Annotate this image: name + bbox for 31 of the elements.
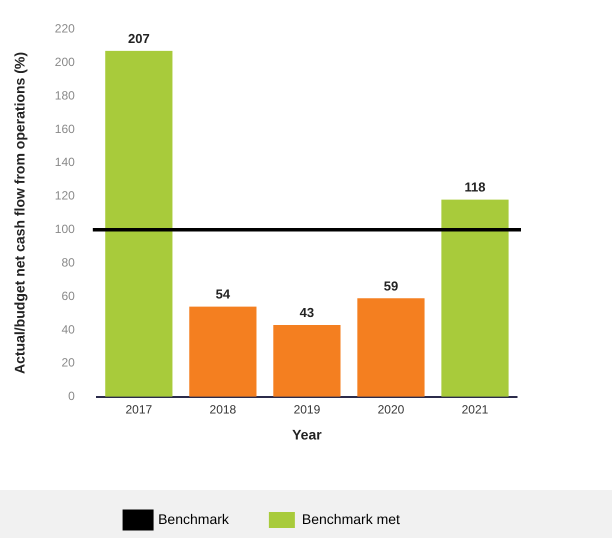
y-tick-label: 140: [54, 155, 76, 170]
y-axis-title: Actual/budget net cash flow from operations (%): [11, 52, 28, 374]
y-tick-label: 80: [61, 255, 76, 270]
y-tick-label: 200: [54, 54, 76, 69]
x-tick-label: 2020: [378, 402, 405, 416]
x-tick-label: 2017: [125, 402, 153, 416]
data-label: 59: [384, 278, 398, 294]
x-tick-label: 2018: [210, 402, 237, 416]
data-label: 43: [300, 305, 314, 320]
data-label: 54: [216, 286, 231, 302]
y-tick-label: 180: [54, 88, 76, 102]
y-tick-label: 40: [61, 322, 76, 336]
x-axis-title: Year: [292, 426, 322, 442]
legend-label: Benchmark: [158, 510, 230, 527]
x-tick-label: 2021: [462, 402, 489, 416]
bar: [189, 306, 256, 397]
y-tick-label: 0: [68, 389, 76, 404]
bar: [441, 200, 509, 397]
x-tick-label: 2019: [294, 402, 321, 416]
legend-label: Benchmark met: [302, 510, 400, 527]
bar: [105, 50, 172, 397]
y-tick-label: 20: [61, 356, 76, 370]
y-tick-label: 60: [61, 288, 76, 303]
bar: [357, 298, 425, 397]
y-tick-label: 160: [54, 122, 76, 136]
y-tick-label: 100: [54, 222, 76, 236]
y-tick-label: 220: [54, 22, 76, 36]
data-label: 118: [464, 180, 486, 195]
data-label: 207: [128, 31, 150, 46]
bar: [273, 324, 341, 397]
y-tick-label: 120: [54, 188, 76, 203]
